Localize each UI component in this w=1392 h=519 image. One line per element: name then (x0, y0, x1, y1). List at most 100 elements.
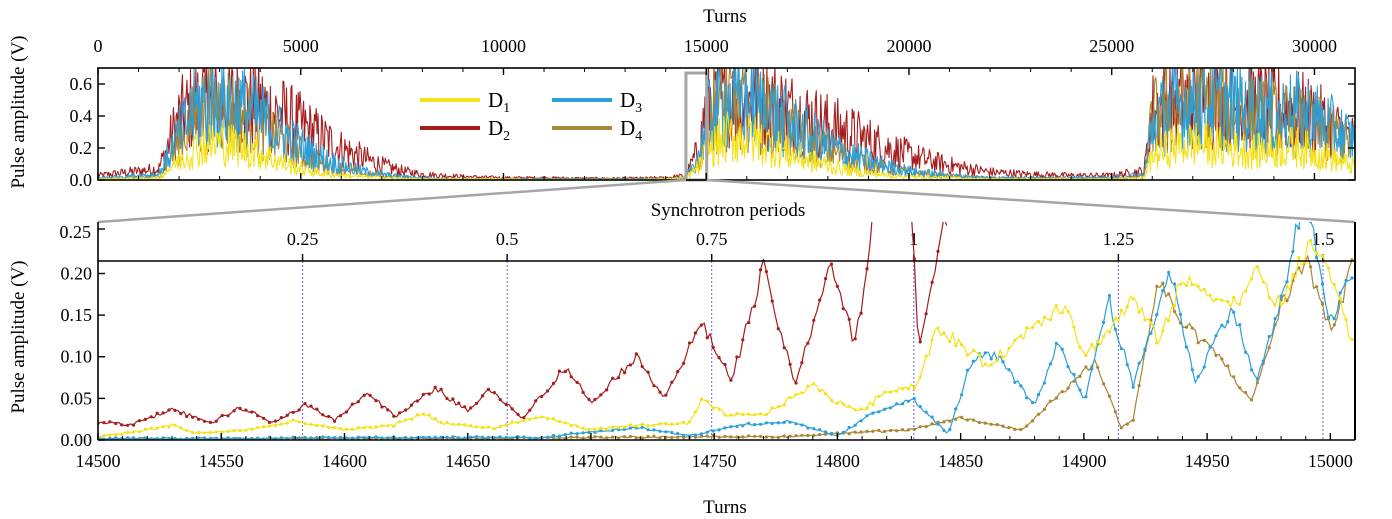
data-point-d4 (1161, 281, 1165, 285)
data-point-d2 (492, 391, 496, 395)
data-point-d3 (504, 435, 508, 440)
data-point-d2 (303, 402, 307, 406)
data-point-d1 (374, 425, 378, 429)
data-point-d4 (948, 419, 952, 423)
zoom-panel: 0.25 0.5 0.75 1 1.25 1.5 14500 14550 14600 14650 1… (61, 214, 1356, 471)
data-point-d2 (433, 385, 437, 389)
data-point-d1 (480, 426, 485, 430)
data-point-d3 (693, 433, 698, 437)
data-point-d3 (1344, 278, 1348, 283)
data-point-d2 (889, 214, 892, 217)
data-point-d1 (776, 405, 780, 409)
data-point-d1 (906, 387, 911, 391)
data-point-d2 (309, 404, 313, 408)
data-point-d1 (1297, 255, 1301, 260)
data-point-d1 (895, 389, 899, 393)
data-point-d3 (711, 429, 715, 433)
data-point-d3 (291, 435, 295, 439)
data-point-d2 (711, 345, 715, 350)
data-point-d3 (427, 435, 431, 439)
data-point-d1 (705, 399, 709, 403)
data-point-d2 (238, 406, 242, 410)
data-point-d1 (616, 425, 621, 429)
data-point-d3 (1226, 320, 1230, 324)
data-point-d1 (877, 394, 881, 398)
data-point-d3 (1119, 347, 1123, 351)
data-point-d3 (942, 428, 946, 432)
data-point-d2 (640, 364, 644, 369)
data-point-d4 (587, 435, 591, 439)
data-point-d3 (433, 435, 437, 439)
data-point-d3 (1214, 334, 1218, 338)
data-point-d2 (392, 414, 396, 418)
data-point-d3 (1249, 368, 1254, 372)
data-point-d4 (1119, 426, 1123, 430)
data-point-d1 (1173, 303, 1177, 308)
data-point-d2 (735, 355, 739, 359)
data-point-d3 (1255, 377, 1259, 381)
data-point-d1 (528, 417, 532, 421)
data-point-d1 (220, 430, 224, 434)
data-point-d4 (871, 429, 875, 433)
data-point-d2 (776, 327, 780, 331)
data-point-d2 (924, 312, 928, 316)
data-point-d4 (877, 428, 881, 432)
data-point-d3 (161, 436, 165, 440)
data-point-d2 (350, 402, 354, 406)
data-point-d1 (1042, 315, 1046, 319)
data-point-d2 (824, 277, 828, 281)
data-point-d3 (445, 435, 449, 439)
data-point-d2 (658, 390, 662, 394)
data-point-d3 (906, 399, 911, 403)
data-point-d1 (942, 331, 946, 335)
data-point-d1 (202, 431, 207, 435)
data-point-d3 (1315, 256, 1319, 260)
data-point-d1 (262, 425, 266, 429)
zoom-y-tick-label: 0.20 (61, 263, 93, 283)
data-point-d4 (960, 415, 964, 419)
data-point-d3 (1244, 350, 1248, 354)
data-point-d4 (983, 421, 987, 425)
data-point-d2 (723, 362, 727, 367)
data-point-d3 (1167, 270, 1171, 274)
synchrotron-tick-label: 1 (909, 229, 918, 249)
data-point-d3 (741, 424, 745, 428)
data-point-d2 (338, 414, 343, 418)
data-point-d2 (670, 380, 674, 384)
data-point-d3 (1297, 226, 1301, 230)
data-point-d3 (865, 414, 869, 418)
data-point-d4 (634, 436, 638, 440)
data-point-d1 (1149, 321, 1153, 325)
data-point-d4 (758, 434, 763, 438)
data-point-d3 (965, 368, 970, 372)
data-point-d2 (232, 409, 236, 413)
data-point-d3 (114, 436, 118, 440)
zoom-y-tick-label: 0.00 (61, 430, 93, 450)
data-point-d2 (197, 417, 201, 421)
data-point-d3 (1007, 368, 1011, 372)
overview-y-tick-label: 0.2 (70, 138, 93, 158)
data-point-d3 (1285, 280, 1289, 284)
data-point-d1 (1255, 265, 1259, 269)
data-point-d1 (457, 422, 461, 426)
data-point-d2 (126, 423, 130, 427)
data-point-d3 (847, 425, 851, 430)
data-point-d2 (646, 370, 650, 374)
data-point-d4 (717, 435, 721, 439)
overview-series-group (98, 68, 1355, 180)
data-point-d2 (262, 416, 266, 420)
data-point-d4 (1013, 427, 1017, 431)
data-point-d4 (824, 432, 828, 436)
data-point-d3 (889, 406, 893, 410)
data-point-d4 (924, 425, 928, 429)
data-point-d3 (1001, 360, 1005, 364)
data-point-d3 (954, 407, 958, 411)
data-point-d3 (551, 434, 556, 438)
data-point-d3 (1190, 368, 1194, 372)
data-point-d1 (747, 412, 751, 416)
data-point-d1 (114, 433, 118, 437)
data-point-d4 (599, 435, 603, 439)
data-point-d3 (398, 436, 402, 440)
data-point-d1 (250, 427, 254, 431)
data-point-d3 (1326, 315, 1330, 319)
